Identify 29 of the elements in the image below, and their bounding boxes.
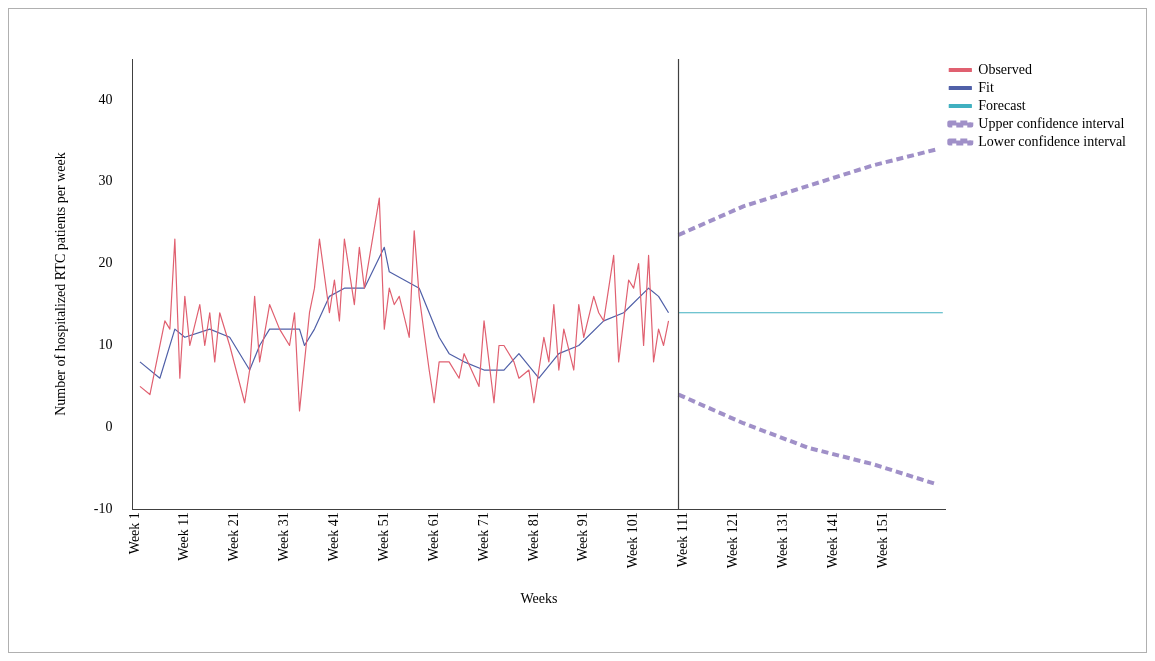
x-tick-label: Week 121 (725, 512, 741, 569)
x-tick-label: Week 81 (525, 512, 541, 562)
y-tick-label: 30 (98, 173, 113, 189)
x-tick-label: Week 51 (375, 512, 391, 562)
x-tick-label: Week 11 (176, 512, 192, 561)
y-tick-label: 20 (98, 255, 113, 271)
legend-label: Fit (978, 79, 994, 95)
legend-label: Upper confidence interval (978, 115, 1125, 131)
x-tick-label: Week 41 (326, 512, 342, 562)
x-tick-label: Week 151 (874, 512, 890, 569)
y-tick-label: 10 (98, 337, 113, 353)
legend-label: Observed (978, 61, 1032, 77)
y-tick-label: 0 (105, 419, 113, 434)
x-tick-label: Week 21 (226, 512, 242, 562)
legend-label: Forecast (978, 97, 1026, 113)
x-tick-label: Week 91 (575, 512, 591, 562)
x-tick-label: Week 71 (475, 512, 491, 562)
x-tick-label: Week 111 (675, 512, 691, 568)
x-tick-label: Week 61 (425, 512, 441, 562)
y-tick-label: -10 (93, 500, 113, 516)
x-tick-label: Week 141 (824, 512, 840, 569)
x-tick-label: Week 31 (276, 512, 292, 562)
x-tick-label: Week 1 (126, 512, 142, 555)
y-axis-title: Number of hospitalized RTC patients per week (53, 152, 69, 416)
x-tick-label: Week 131 (774, 512, 790, 569)
x-axis-title: Weeks (520, 591, 558, 607)
y-tick-label: 40 (98, 91, 113, 107)
x-tick-label: Week 101 (625, 512, 641, 569)
legend-label: Lower confidence interval (978, 133, 1127, 149)
